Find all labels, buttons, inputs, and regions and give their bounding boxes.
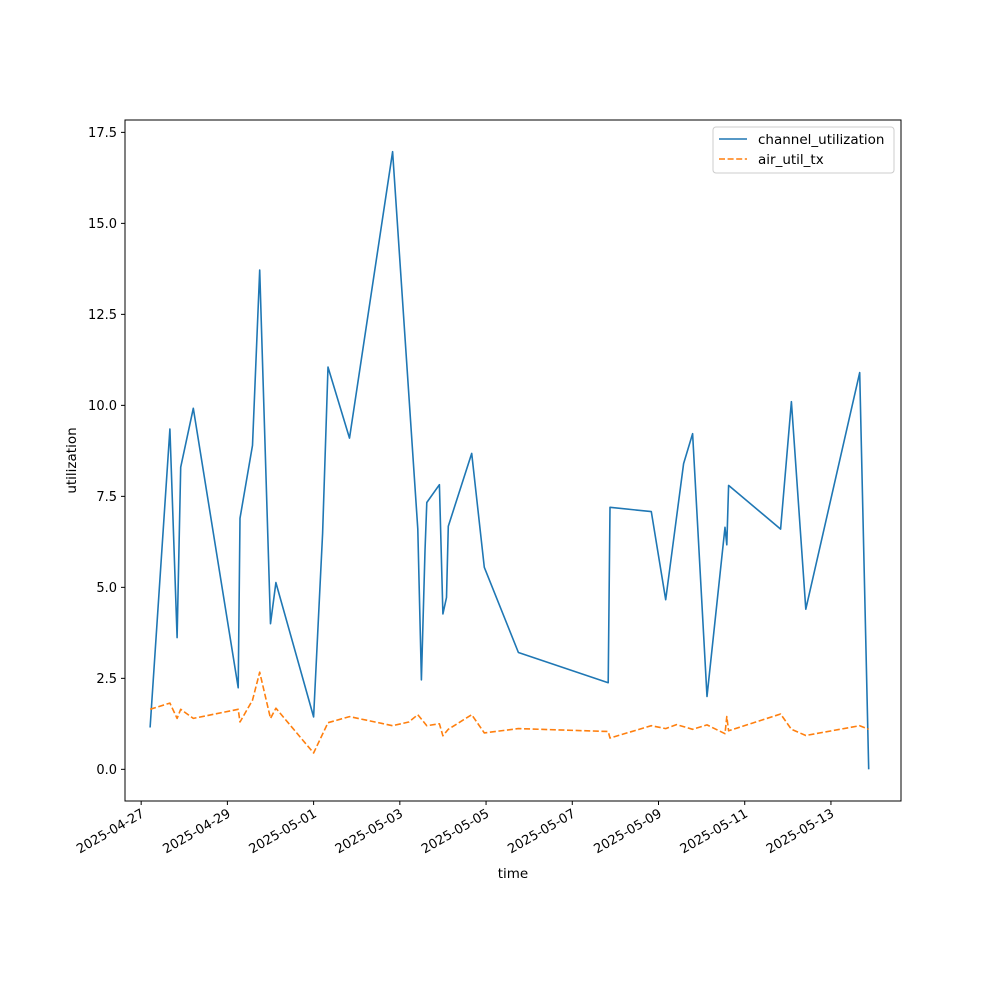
series-layer xyxy=(149,150,870,770)
y-tick-label: 0.0 xyxy=(96,763,117,778)
y-tick-label: 12.5 xyxy=(88,308,117,323)
legend-label-channel_utilization: channel_utilization xyxy=(758,132,885,148)
legend-label-air_util_tx: air_util_tx xyxy=(758,152,824,168)
y-tick-label: 7.5 xyxy=(96,490,117,505)
y-tick-label: 15.0 xyxy=(88,217,117,232)
y-tick-label: 10.0 xyxy=(88,399,117,414)
x-axis-label: time xyxy=(498,866,529,882)
y-tick-label: 17.5 xyxy=(88,126,117,141)
y-tick-label: 5.0 xyxy=(96,581,117,596)
legend-box xyxy=(712,126,895,174)
plot-frame xyxy=(124,119,902,802)
y-axis-label: utilization xyxy=(64,427,80,493)
series-line-channel_utilization xyxy=(149,150,870,770)
y-tick-label: 2.5 xyxy=(96,672,117,687)
legend: channel_utilization air_util_tx xyxy=(712,126,895,174)
series-line-air_util_tx xyxy=(149,671,869,754)
y-axis: 0.0 2.5 5.0 7.5 10.0 12.5 15.0 17.5 xyxy=(88,126,125,778)
